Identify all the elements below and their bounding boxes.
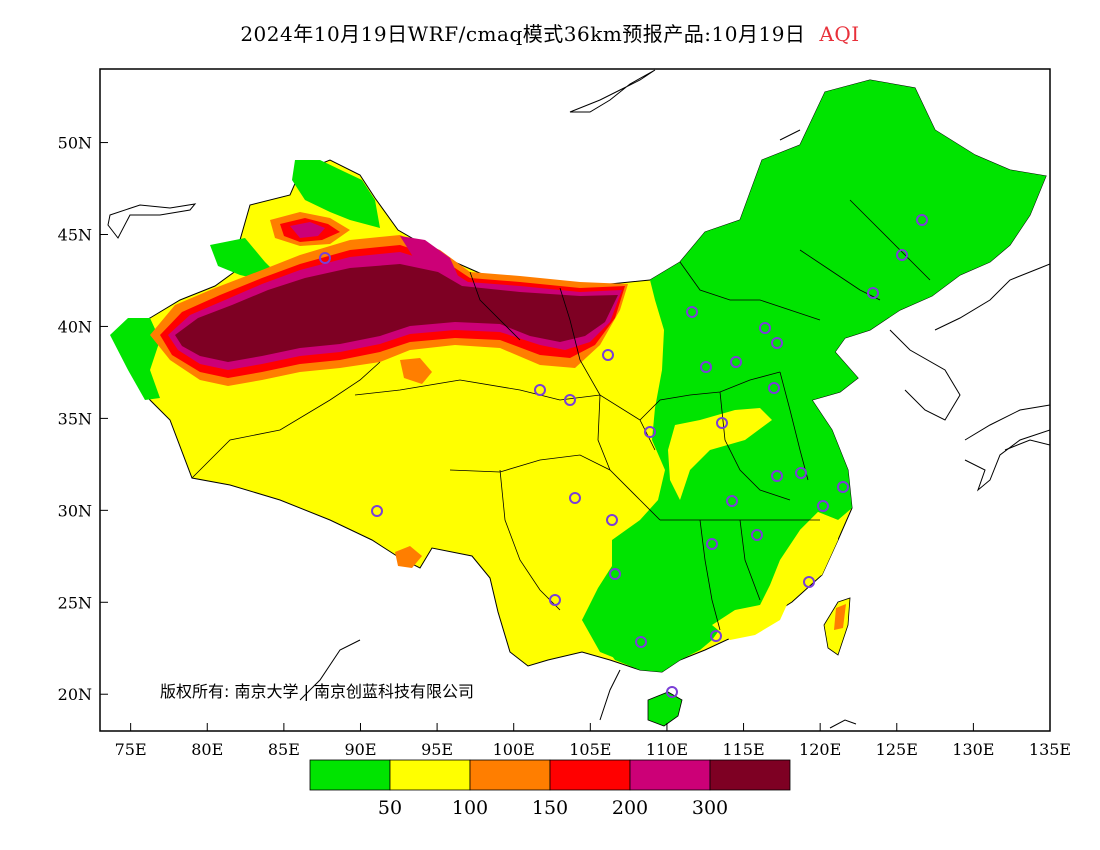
aqi-region-very-unhealthy-north <box>290 222 325 238</box>
lon-tick-label: 85E <box>268 740 300 759</box>
legend-swatch <box>709 759 791 791</box>
lat-tick-label: 25N <box>58 593 92 612</box>
station-marker <box>319 252 331 264</box>
station-marker <box>716 417 728 429</box>
station-marker <box>549 594 561 606</box>
lat-tick-label: 20N <box>58 685 92 704</box>
lon-tick-label: 125E <box>876 740 918 759</box>
station-marker <box>606 514 618 526</box>
lon-tick-label: 120E <box>799 740 841 759</box>
lon-tick-label: 130E <box>952 740 994 759</box>
province-boundaries <box>191 199 931 631</box>
station-marker <box>726 495 738 507</box>
station-marker <box>564 394 576 406</box>
lat-tick-label: 50N <box>58 134 92 153</box>
aqi-region-hazardous <box>175 264 618 362</box>
map-title: 2024年10月19日WRF/cmaq模式36km预报产品:10月19日 AQI <box>0 18 1100 47</box>
lon-tick-label: 105E <box>569 740 611 759</box>
aqi-region-good-dzungaria <box>210 238 275 280</box>
station-marker <box>771 337 783 349</box>
station-marker <box>602 349 614 361</box>
aqi-region-usg-qinghai <box>400 358 432 384</box>
lon-tick-label: 95E <box>421 740 453 759</box>
axis-ticks: 75E 80E 85E 90E 95E 100E 105E 110E 115E 120E 125E 1… <box>58 134 1071 759</box>
legend-swatch <box>389 759 471 791</box>
legend-label: 200 <box>612 797 648 819</box>
aqi-region-good-east <box>582 80 1046 672</box>
station-marker <box>700 361 712 373</box>
legend-swatch <box>469 759 551 791</box>
station-marker <box>706 538 718 550</box>
lon-tick-label: 135E <box>1029 740 1071 759</box>
station-marker <box>371 505 383 517</box>
lat-tick-label: 30N <box>58 501 92 520</box>
aqi-region-moderate-south <box>712 598 790 640</box>
station-marker <box>916 214 928 226</box>
aqi-region-hazardous-hexi <box>400 236 458 276</box>
legend-label: 300 <box>692 797 728 819</box>
legend-label: 50 <box>378 797 402 819</box>
station-marker <box>771 470 783 482</box>
station-marker <box>751 529 763 541</box>
legend-swatch <box>309 759 391 791</box>
lat-tick-label: 45N <box>58 226 92 245</box>
aqi-region-good-yunnan <box>582 590 650 660</box>
legend-swatch <box>629 759 711 791</box>
station-markers <box>319 214 928 698</box>
lat-tick-label: 35N <box>58 409 92 428</box>
station-marker <box>710 630 722 642</box>
station-marker <box>534 384 546 396</box>
map-content: 版权所有: 南京大学 | 南京创蓝科技有限公司 <box>107 69 1050 729</box>
title-text: 2024年10月19日WRF/cmaq模式36km预报产品:10月19日 <box>240 22 806 46</box>
lon-tick-label: 115E <box>722 740 764 759</box>
lon-tick-label: 110E <box>646 740 688 759</box>
station-marker <box>609 568 621 580</box>
station-marker <box>837 481 849 493</box>
station-marker <box>867 287 879 299</box>
aqi-region-moderate-coast <box>795 512 838 580</box>
coastlines <box>107 69 1050 729</box>
aqi-region-good-westtip <box>110 318 160 400</box>
aqi-region-good-altay <box>292 160 380 228</box>
station-marker <box>730 356 742 368</box>
station-marker <box>686 306 698 318</box>
station-marker <box>569 492 581 504</box>
legend: 50 100 150 200 300 <box>309 759 791 819</box>
station-marker <box>803 576 815 588</box>
lon-tick-label: 80E <box>191 740 223 759</box>
station-marker <box>896 249 908 261</box>
station-marker <box>768 382 780 394</box>
title-variable: AQI <box>819 22 860 46</box>
station-marker <box>666 686 678 698</box>
lat-tick-label: 40N <box>58 317 92 336</box>
lon-tick-label: 75E <box>115 740 147 759</box>
map-frame <box>99 68 1051 732</box>
legend-label: 100 <box>452 797 488 819</box>
station-marker <box>795 467 807 479</box>
station-marker <box>759 322 771 334</box>
copyright-text: 版权所有: 南京大学 | 南京创蓝科技有限公司 <box>160 682 474 701</box>
lon-tick-label: 90E <box>344 740 376 759</box>
aqi-region-usg-taiwan <box>834 604 846 630</box>
legend-label: 150 <box>532 797 568 819</box>
station-marker <box>817 500 829 512</box>
aqi-region-moderate-central <box>668 408 772 500</box>
lon-tick-label: 100E <box>493 740 535 759</box>
legend-swatch <box>549 759 631 791</box>
station-marker <box>635 636 647 648</box>
station-marker <box>644 426 656 438</box>
aqi-region-usg-tibet <box>395 546 422 568</box>
